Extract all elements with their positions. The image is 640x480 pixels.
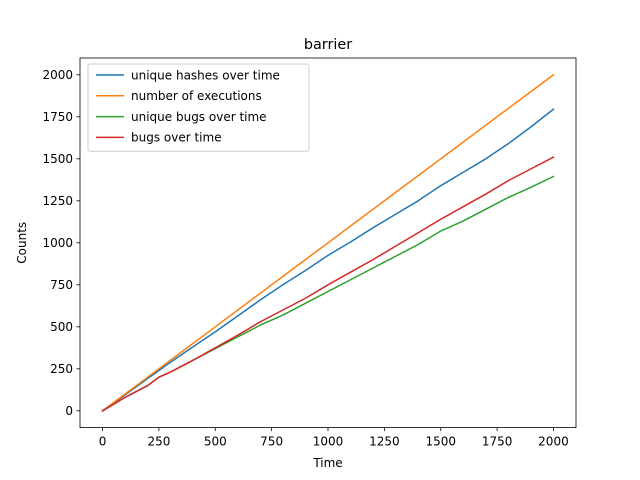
x-tick-label: 2000	[538, 435, 569, 449]
y-tick-label: 0	[65, 404, 73, 418]
series-line-0	[101, 108, 555, 412]
y-tick-label: 1250	[42, 194, 73, 208]
x-tick-label: 1250	[369, 435, 400, 449]
y-tick-label: 1000	[42, 236, 73, 250]
y-tick-label: 2000	[42, 68, 73, 82]
x-tick-label: 1000	[313, 435, 344, 449]
y-axis: 0 250 500 750 1000 1250 1500 1750 2000	[42, 68, 80, 418]
legend-box	[87, 63, 310, 152]
series-line-1	[101, 73, 555, 412]
x-axis-label: Time	[312, 456, 342, 470]
x-axis: 0 250 500 750 1000 1250 1500 1750 2000	[99, 427, 569, 449]
plot-area	[101, 73, 555, 412]
x-tick-label: 1500	[425, 435, 456, 449]
legend-label-0: unique hashes over time	[131, 68, 280, 82]
y-tick-label: 500	[50, 320, 73, 334]
legend-label-2: unique bugs over time	[131, 110, 267, 124]
y-tick-label: 250	[50, 362, 73, 376]
series-line-3	[101, 156, 555, 412]
y-tick-label: 750	[50, 278, 73, 292]
x-tick-label: 1750	[482, 435, 513, 449]
x-tick-label: 250	[147, 435, 170, 449]
legend-label-1: number of executions	[131, 89, 262, 103]
legend: unique hashes over time number of executi…	[87, 63, 310, 152]
chart-title: barrier	[304, 37, 352, 53]
y-tick-label: 1500	[42, 152, 73, 166]
legend-label-3: bugs over time	[131, 131, 222, 145]
y-tick-label: 1750	[42, 110, 73, 124]
x-tick-label: 750	[260, 435, 283, 449]
x-tick-label: 500	[204, 435, 227, 449]
y-axis-label: Counts	[15, 222, 29, 264]
x-tick-label: 0	[99, 435, 107, 449]
